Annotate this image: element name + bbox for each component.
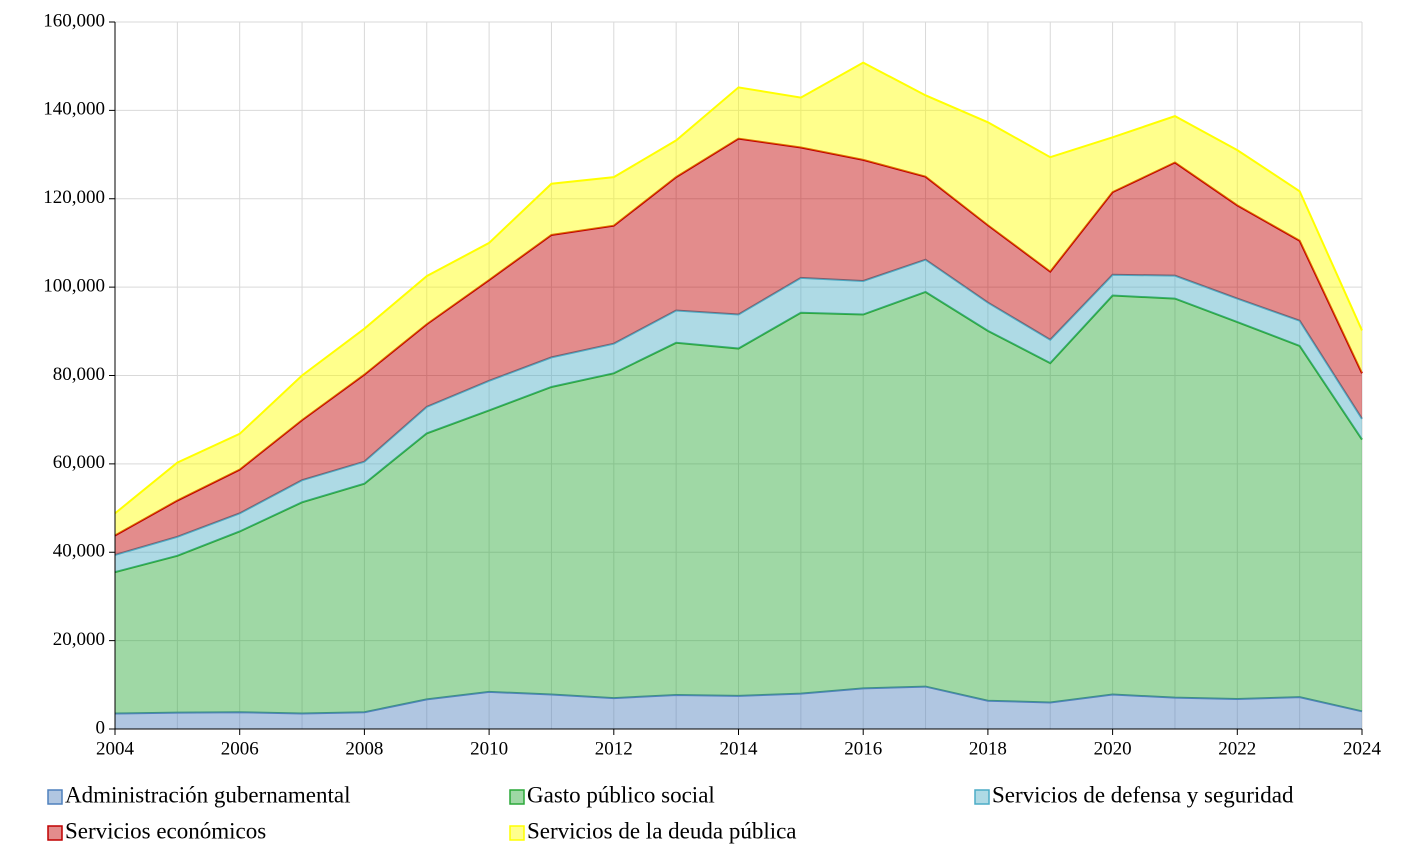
legend-label: Gasto público social <box>527 782 715 807</box>
x-tick-label: 2024 <box>1343 738 1382 759</box>
legend-label: Servicios de la deuda pública <box>527 818 797 843</box>
y-tick-label: 140,000 <box>43 99 105 120</box>
area-line <box>114 258 1363 556</box>
area <box>115 291 1362 714</box>
x-tick-label: 2018 <box>969 738 1007 759</box>
x-tick-label: 2012 <box>595 738 633 759</box>
x-tick-label: 2010 <box>470 738 508 759</box>
y-tick-label: 160,000 <box>43 10 105 31</box>
x-tick-label: 2008 <box>345 738 383 759</box>
legend-label: Servicios económicos <box>65 818 266 843</box>
x-tick-label: 2006 <box>221 738 259 759</box>
legend-swatch <box>509 789 525 805</box>
legend-swatch <box>509 825 525 841</box>
area-line <box>114 685 1363 715</box>
x-tick-label: 2014 <box>720 738 759 759</box>
area <box>115 62 1362 536</box>
x-tick-label: 2016 <box>844 738 882 759</box>
y-tick-label: 80,000 <box>53 364 105 385</box>
area <box>115 138 1362 555</box>
x-tick-label: 2004 <box>96 738 135 759</box>
legend-swatch <box>974 789 990 805</box>
area <box>115 259 1362 573</box>
y-tick-label: 40,000 <box>53 541 105 562</box>
area-line <box>114 290 1363 574</box>
legend-label: Administración gubernamental <box>65 782 351 807</box>
area-line <box>114 61 1363 515</box>
area <box>115 686 1362 729</box>
legend-label: Servicios de defensa y seguridad <box>992 782 1294 807</box>
y-tick-label: 0 <box>96 717 106 738</box>
y-tick-label: 100,000 <box>43 275 105 296</box>
y-tick-label: 120,000 <box>43 187 105 208</box>
y-tick-label: 60,000 <box>53 452 105 473</box>
x-tick-label: 2022 <box>1218 738 1256 759</box>
legend-swatch <box>47 825 63 841</box>
x-tick-label: 2020 <box>1094 738 1132 759</box>
legend-swatch <box>47 789 63 805</box>
area-line <box>114 137 1363 537</box>
y-tick-label: 20,000 <box>53 629 105 650</box>
